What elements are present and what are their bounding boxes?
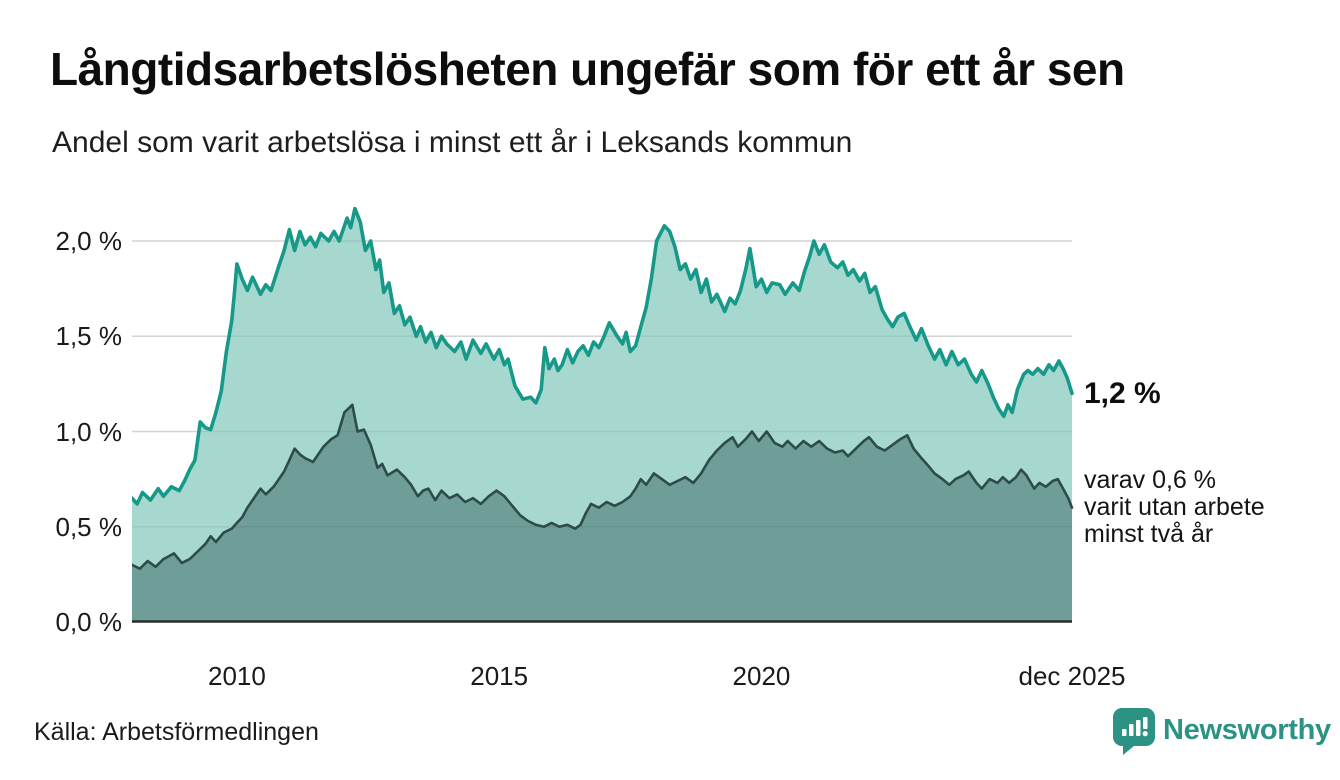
x-tick-label: 2015: [470, 661, 529, 691]
brand-wordmark: Newsworthy: [1163, 713, 1331, 746]
x-tick-label: dec 2025: [1018, 661, 1126, 691]
area-chart: [132, 206, 1074, 623]
source-caption: Källa: Arbetsförmedlingen: [34, 718, 319, 746]
y-tick-label: 1,5 %: [55, 321, 123, 352]
x-tick-label: 2010: [207, 661, 266, 691]
newsworthy-icon: [1113, 708, 1155, 755]
two-year-note-line2: varit utan arbete: [1084, 493, 1265, 521]
page-title: Långtidsarbetslösheten ungefär som för e…: [50, 43, 1125, 95]
two-year-note: varav 0,6 % varit utan arbete minst två …: [1084, 467, 1265, 548]
y-tick-label: 2,0 %: [55, 226, 123, 256]
latest-value-label: 1,2 %: [1084, 377, 1161, 410]
area-fill: [132, 404, 1072, 621]
two-year-note-line1: varav 0,6 %: [1084, 466, 1217, 494]
two-year-note-line3: minst två år: [1084, 520, 1214, 548]
brand-logo: Newsworthy: [1113, 708, 1331, 756]
y-tick-label: 0,0 %: [55, 607, 123, 637]
y-tick-label: 1,0 %: [55, 416, 123, 447]
chart-subtitle: Andel som varit arbetslösa i minst ett å…: [52, 126, 853, 159]
series-line: [132, 403, 1074, 570]
x-tick-label: 2020: [732, 661, 791, 691]
y-tick-label: 0,5 %: [55, 511, 123, 542]
series-line: [132, 206, 1074, 506]
